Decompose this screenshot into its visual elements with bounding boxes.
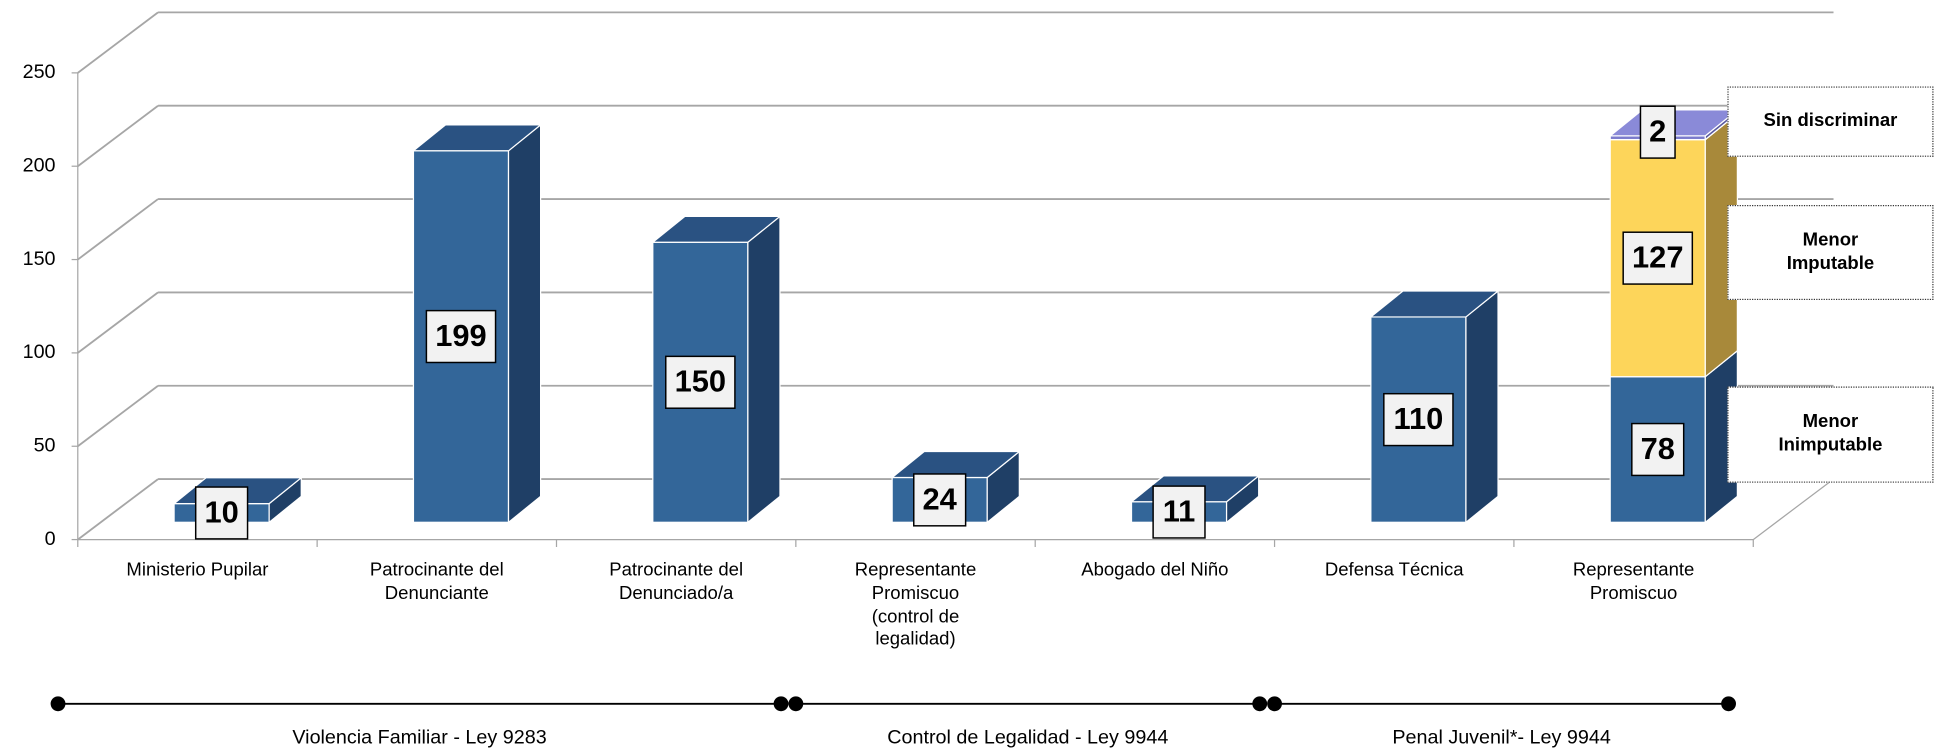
legend-label: Sin discriminar — [1727, 86, 1934, 157]
grid-line — [77, 198, 159, 261]
value-label-box — [1383, 392, 1454, 447]
y-tick-label: 250 — [23, 61, 56, 83]
bar-side — [507, 123, 542, 524]
x-tick-label: Ministerio Pupilar — [126, 559, 269, 581]
bar-top — [651, 215, 782, 243]
y-tick-label: 0 — [45, 528, 56, 550]
group-end — [50, 696, 66, 712]
value-label: 127 — [1632, 240, 1683, 275]
x-tick-label-box: Patrocinante del Denunciado/a — [609, 559, 744, 604]
legend-label-box: Menor Imputable — [1727, 204, 1934, 301]
grid-line — [77, 385, 159, 447]
x-tick-label-box: Representante Promiscuo — [1572, 559, 1695, 604]
value-label-box — [194, 486, 249, 540]
grid-line — [77, 11, 159, 74]
grid-line — [77, 104, 159, 167]
legend-label-box: Sin discriminar — [1727, 86, 1934, 157]
group-label: Violencia Familiar - Ley 9283 — [292, 727, 546, 749]
value-label: 78 — [1641, 431, 1675, 466]
x-tick-label: Representante Promiscuo (control de lega… — [854, 559, 977, 650]
legend-label: Menor Inimputable — [1727, 386, 1934, 483]
legend-label: Menor Imputable — [1727, 204, 1934, 301]
value-label-box — [913, 473, 967, 527]
group-label: Control de Legalidad - Ley 9944 — [887, 727, 1168, 749]
value-label: 24 — [923, 481, 957, 516]
value-label-box — [665, 355, 736, 409]
legend-label-box: Menor Inimputable — [1727, 386, 1934, 483]
x-tick-label-box: Patrocinante del Denunciante — [369, 559, 504, 604]
value-label-box — [1631, 422, 1685, 477]
value-label: 10 — [204, 494, 238, 529]
x-tick-label-box: Ministerio Pupilar — [126, 559, 269, 581]
y-tick-label: 200 — [23, 154, 56, 176]
group-end — [1252, 696, 1268, 712]
x-tick-label-box: Abogado del Niño — [1081, 559, 1229, 581]
value-label: 110 — [1394, 401, 1444, 436]
group-end — [788, 696, 804, 712]
floor-line — [1752, 478, 1834, 541]
value-label: 199 — [435, 318, 487, 353]
x-tick-label: Defensa Técnica — [1324, 559, 1464, 581]
value-label-box — [1152, 485, 1206, 539]
value-label: 150 — [675, 364, 727, 399]
x-tick-label: Representante Promiscuo — [1572, 559, 1695, 604]
group-end — [1721, 696, 1736, 712]
y-tick-label: 150 — [23, 248, 56, 270]
x-tick-label-box: Representante Promiscuo (control de lega… — [854, 559, 977, 650]
value-label: 11 — [1163, 493, 1196, 528]
x-tick-label: Abogado del Niño — [1081, 559, 1229, 581]
x-tick-label: Patrocinante del Denunciante — [369, 559, 504, 604]
grid-line — [77, 478, 159, 541]
value-label-box — [1622, 231, 1694, 285]
value-label-box — [1639, 105, 1676, 159]
value-label: 2 — [1649, 114, 1666, 149]
y-tick-label: 100 — [23, 341, 56, 363]
bar-side — [1465, 289, 1499, 524]
group-end — [773, 696, 789, 712]
group-label: Penal Juvenil*- Ley 9944 — [1392, 727, 1611, 749]
bar-top — [1369, 290, 1500, 318]
x-tick-label-box: Defensa Técnica — [1324, 559, 1464, 581]
bar-side — [747, 215, 781, 524]
value-label-box — [425, 309, 497, 364]
y-tick-label: 50 — [34, 434, 56, 456]
group-end — [1267, 696, 1282, 712]
grid-line — [77, 291, 159, 354]
bar-top — [411, 124, 543, 152]
x-tick-label: Patrocinante del Denunciado/a — [609, 559, 744, 604]
